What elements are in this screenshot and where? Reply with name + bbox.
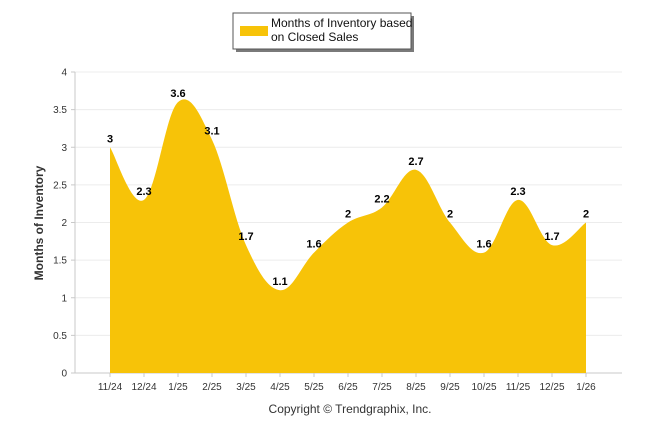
- y-tick-label: 4: [61, 68, 67, 79]
- x-tick-label: 6/25: [338, 382, 358, 393]
- x-tick-label: 7/25: [372, 382, 392, 393]
- legend-swatch: [240, 26, 268, 36]
- y-tick-labels: 0 0.5 1 1.5 2 2.5 3 3.5 4: [53, 68, 67, 380]
- y-tick-label: 1: [61, 293, 67, 304]
- y-tick-label: 3.5: [53, 105, 67, 116]
- x-tick-label: 3/25: [236, 382, 256, 393]
- data-label: 2: [583, 209, 589, 221]
- copyright-footer: Copyright © Trendgraphix, Inc.: [269, 402, 432, 416]
- series-area: [110, 99, 586, 373]
- x-tick-label: 9/25: [440, 382, 460, 393]
- x-tick-label: 2/25: [202, 382, 222, 393]
- data-label: 2: [345, 209, 351, 221]
- x-tick-label: 5/25: [304, 382, 324, 393]
- y-axis-title: Months of Inventory: [32, 165, 46, 280]
- data-label: 1.7: [544, 231, 559, 243]
- data-label: 3: [107, 133, 113, 145]
- data-labels: 3 2.3 3.6 3.1 1.7 1.1 1.6 2 2.2 2.7 2 1.6 2.3 1.7 2: [107, 88, 589, 288]
- data-label: 1.7: [238, 231, 253, 243]
- legend: Months of Inventory based on Closed Sale…: [232, 12, 414, 52]
- y-tick-label: 0: [61, 369, 67, 380]
- x-tick-labels: 11/24 12/24 1/25 2/25 3/25 4/25 5/25 6/25 7/25 8/…: [98, 373, 596, 393]
- data-label: 2: [447, 209, 453, 221]
- legend-label-line1: Months of Inventory based: [271, 16, 412, 30]
- x-tick-label: 10/25: [471, 382, 496, 393]
- data-label: 3.1: [204, 126, 219, 138]
- y-tick-label: 1.5: [53, 256, 67, 267]
- x-tick-label: 12/24: [131, 382, 156, 393]
- data-label: 3.6: [170, 88, 185, 100]
- x-tick-label: 12/25: [539, 382, 564, 393]
- x-tick-label: 11/25: [506, 382, 531, 393]
- x-tick-label: 1/26: [576, 382, 596, 393]
- data-label: 2.3: [510, 186, 525, 198]
- y-tick-label: 0.5: [53, 331, 67, 342]
- data-label: 1.1: [272, 276, 287, 288]
- data-label: 2.3: [136, 186, 151, 198]
- legend-label-line2: on Closed Sales: [271, 30, 358, 44]
- x-tick-label: 1/25: [168, 382, 188, 393]
- y-tick-label: 2: [61, 218, 67, 229]
- x-tick-label: 11/24: [98, 382, 123, 393]
- x-tick-label: 4/25: [270, 382, 290, 393]
- data-label: 2.7: [408, 156, 423, 168]
- x-tick-label: 8/25: [406, 382, 426, 393]
- data-label: 2.2: [374, 193, 389, 205]
- y-tick-label: 2.5: [53, 180, 67, 191]
- data-label: 1.6: [476, 239, 491, 251]
- data-label: 1.6: [306, 239, 321, 251]
- y-tick-label: 3: [61, 143, 67, 154]
